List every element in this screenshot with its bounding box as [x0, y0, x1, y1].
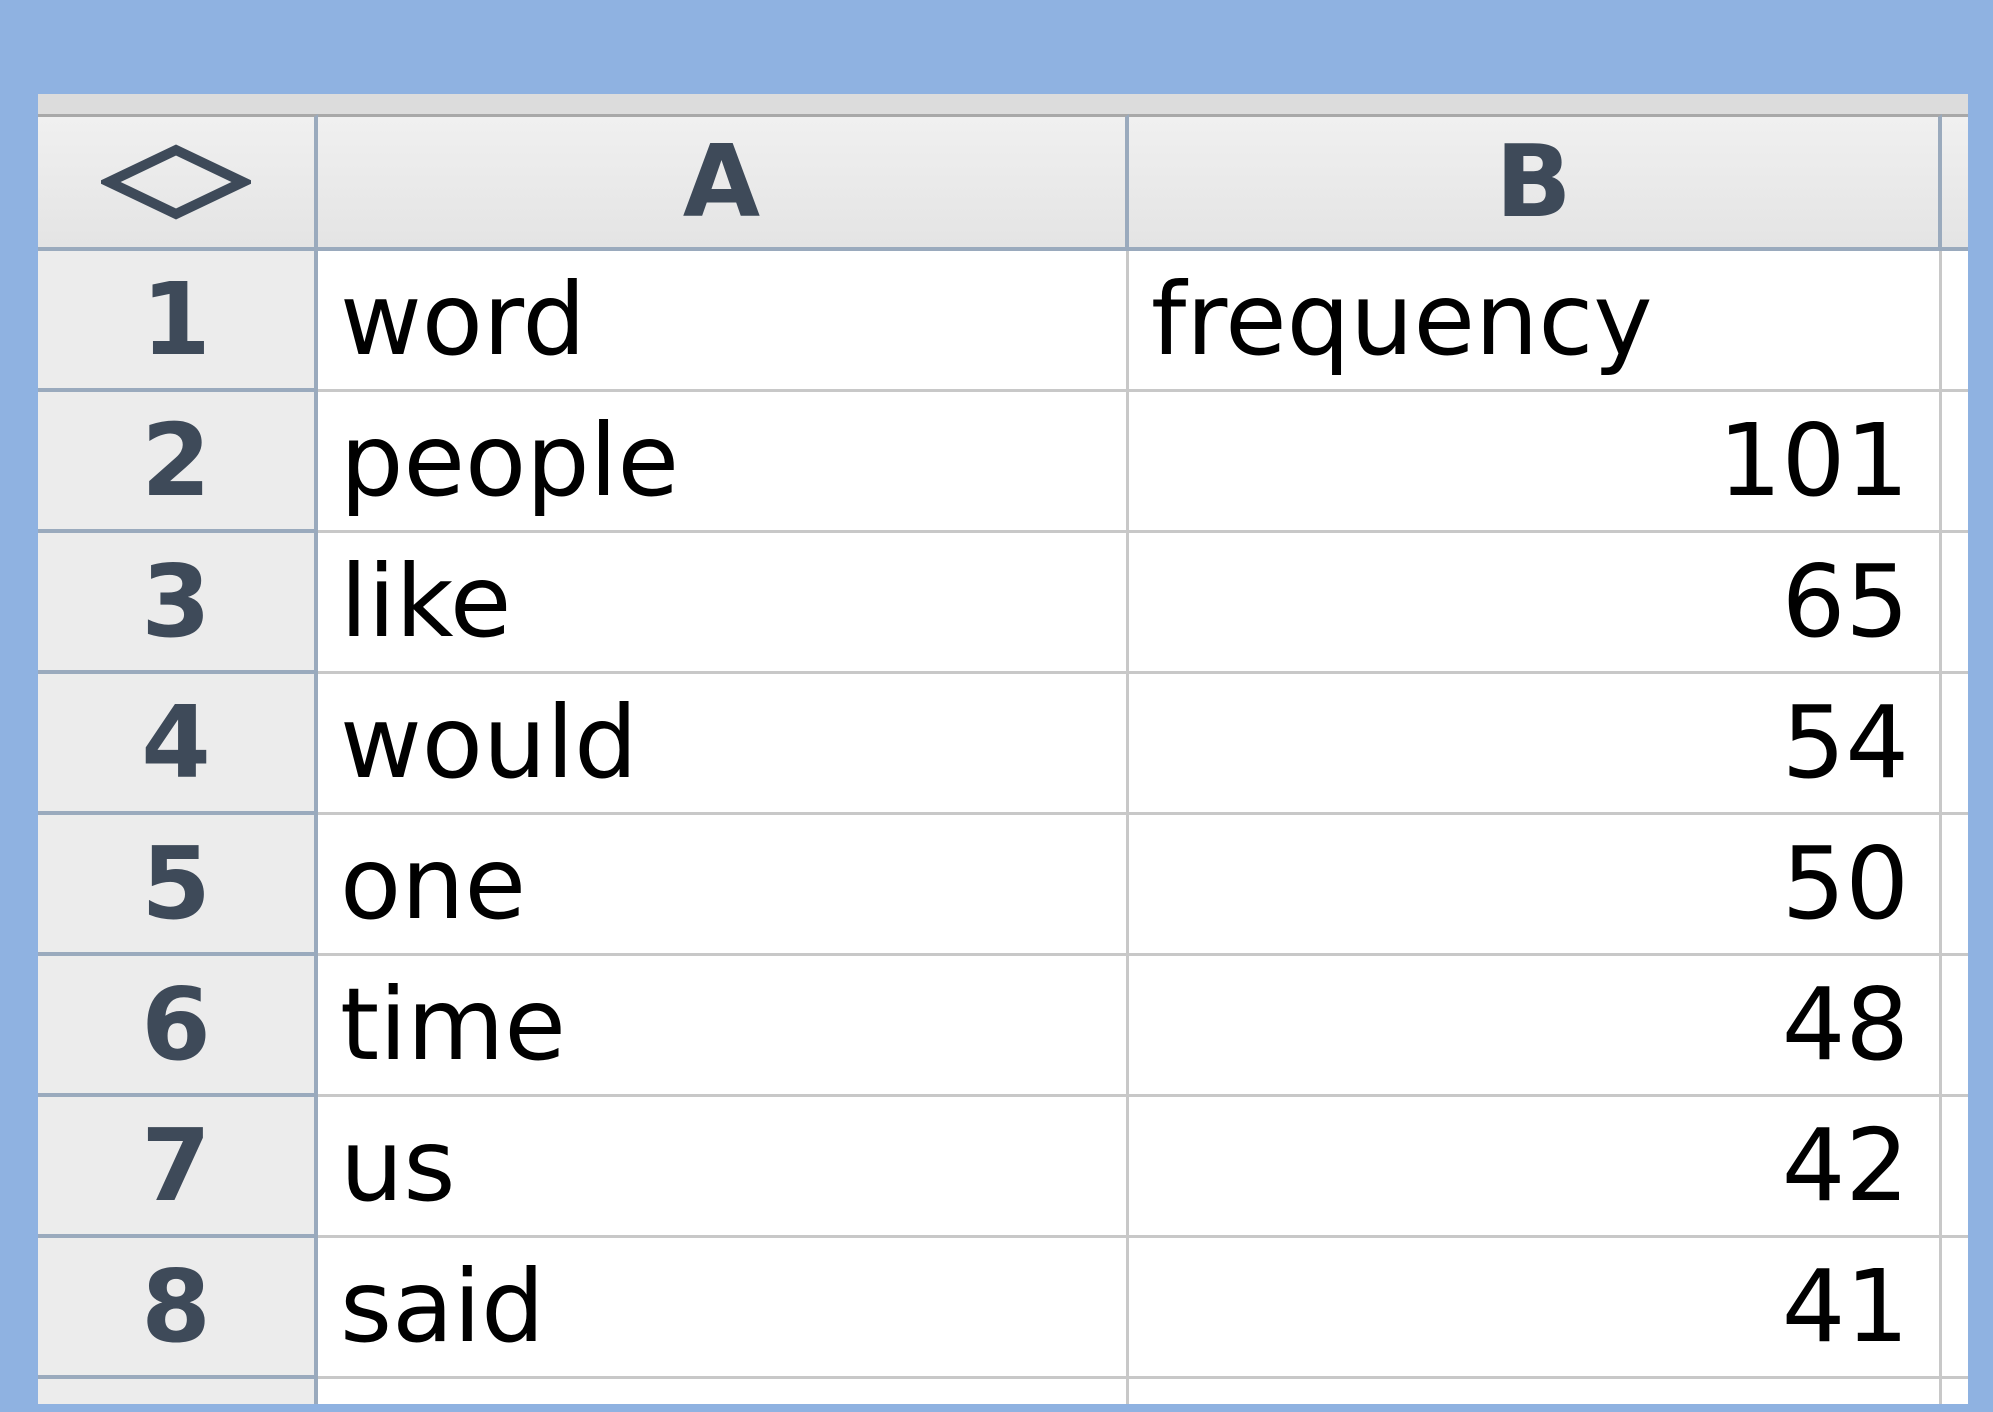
cell-c1-partial[interactable] — [1942, 251, 1968, 392]
cell-a7[interactable]: us — [318, 1097, 1129, 1238]
row-header-3[interactable]: 3 — [38, 533, 318, 674]
cell-a1[interactable]: word — [318, 251, 1129, 392]
column-header-b[interactable]: B — [1129, 114, 1942, 251]
cell-a9-partial[interactable] — [318, 1379, 1129, 1404]
row-header-8[interactable]: 8 — [38, 1238, 318, 1379]
select-all-corner[interactable] — [38, 114, 318, 251]
cell-a8[interactable]: said — [318, 1238, 1129, 1379]
cell-a3[interactable]: like — [318, 533, 1129, 674]
cell-b7[interactable]: 42 — [1129, 1097, 1942, 1238]
cell-b6[interactable]: 48 — [1129, 956, 1942, 1097]
cell-c8-partial[interactable] — [1942, 1238, 1968, 1379]
spreadsheet-grid: A B 1 word frequency 2 people 101 3 like… — [38, 114, 1968, 1404]
cell-c3-partial[interactable] — [1942, 533, 1968, 674]
column-header-a[interactable]: A — [318, 114, 1129, 251]
cell-c5-partial[interactable] — [1942, 815, 1968, 956]
cell-c6-partial[interactable] — [1942, 956, 1968, 1097]
row-header-7[interactable]: 7 — [38, 1097, 318, 1238]
cell-c2-partial[interactable] — [1942, 392, 1968, 533]
cell-c7-partial[interactable] — [1942, 1097, 1968, 1238]
cell-c4-partial[interactable] — [1942, 674, 1968, 815]
cell-a2[interactable]: people — [318, 392, 1129, 533]
row-header-2[interactable]: 2 — [38, 392, 318, 533]
cell-c9-partial[interactable] — [1942, 1379, 1968, 1404]
cell-b9-partial[interactable] — [1129, 1379, 1942, 1404]
cell-b5[interactable]: 50 — [1129, 815, 1942, 956]
row-header-9-partial[interactable] — [38, 1379, 318, 1404]
cell-a4[interactable]: would — [318, 674, 1129, 815]
select-all-diamond-icon — [101, 144, 251, 220]
row-header-4[interactable]: 4 — [38, 674, 318, 815]
cell-a6[interactable]: time — [318, 956, 1129, 1097]
cell-b3[interactable]: 65 — [1129, 533, 1942, 674]
cell-b8[interactable]: 41 — [1129, 1238, 1942, 1379]
cell-a5[interactable]: one — [318, 815, 1129, 956]
spreadsheet-window: A B 1 word frequency 2 people 101 3 like… — [38, 94, 1968, 1404]
row-header-1[interactable]: 1 — [38, 251, 318, 392]
column-header-c-partial[interactable] — [1942, 114, 1968, 251]
cell-b1[interactable]: frequency — [1129, 251, 1942, 392]
row-header-6[interactable]: 6 — [38, 956, 318, 1097]
cell-b2[interactable]: 101 — [1129, 392, 1942, 533]
row-header-5[interactable]: 5 — [38, 815, 318, 956]
cell-b4[interactable]: 54 — [1129, 674, 1942, 815]
